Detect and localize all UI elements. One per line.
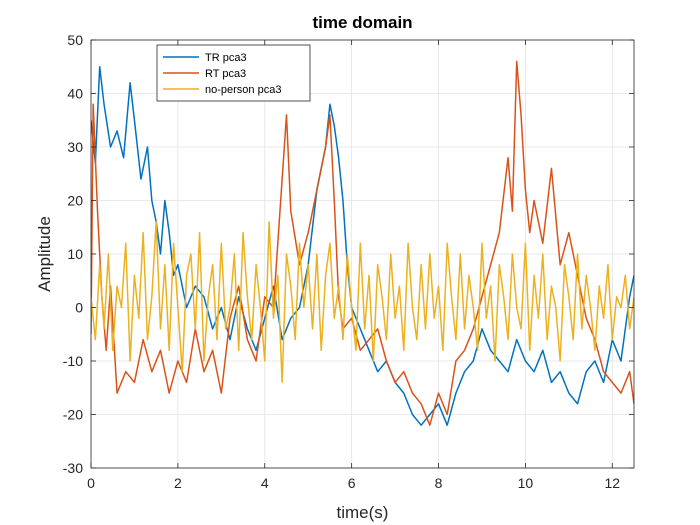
y-tick-label: 40 <box>67 86 83 102</box>
series-line-1 <box>91 66 634 426</box>
y-tick-label: -20 <box>63 407 83 423</box>
y-axis-label: Amplitude <box>35 216 54 292</box>
tick-labels: 0 2 4 6 8 10 12 -30 -20 -10 0 10 20 30 40 50 <box>63 32 621 491</box>
x-tick-label: 6 <box>348 475 356 491</box>
y-tick-label: 0 <box>75 300 83 316</box>
y-tick-label: -30 <box>63 460 83 476</box>
y-tick-label: -10 <box>63 353 83 369</box>
series-line-3 <box>91 221 634 384</box>
tick-marks <box>90 39 634 469</box>
chart-title: time domain <box>312 13 412 32</box>
legend: TR pca3 RT pca3 no-person pca3 <box>156 44 311 102</box>
legend-entry: TR pca3 <box>205 52 247 64</box>
y-tick-label: 50 <box>67 32 83 48</box>
legend-entry: RT pca3 <box>205 68 246 80</box>
x-axis-label: time(s) <box>337 503 389 522</box>
y-tick-label: 10 <box>67 246 83 262</box>
y-tick-label: 30 <box>67 139 83 155</box>
legend-entry: no-person pca3 <box>205 84 281 96</box>
x-tick-label: 8 <box>435 475 443 491</box>
x-tick-label: 2 <box>174 475 182 491</box>
series-layer <box>91 60 634 426</box>
y-tick-label: 20 <box>67 193 83 209</box>
x-tick-label: 0 <box>87 475 95 491</box>
series-line-2 <box>91 60 634 426</box>
x-tick-label: 10 <box>518 475 534 491</box>
x-tick-label: 12 <box>604 475 620 491</box>
x-tick-label: 4 <box>261 475 269 491</box>
